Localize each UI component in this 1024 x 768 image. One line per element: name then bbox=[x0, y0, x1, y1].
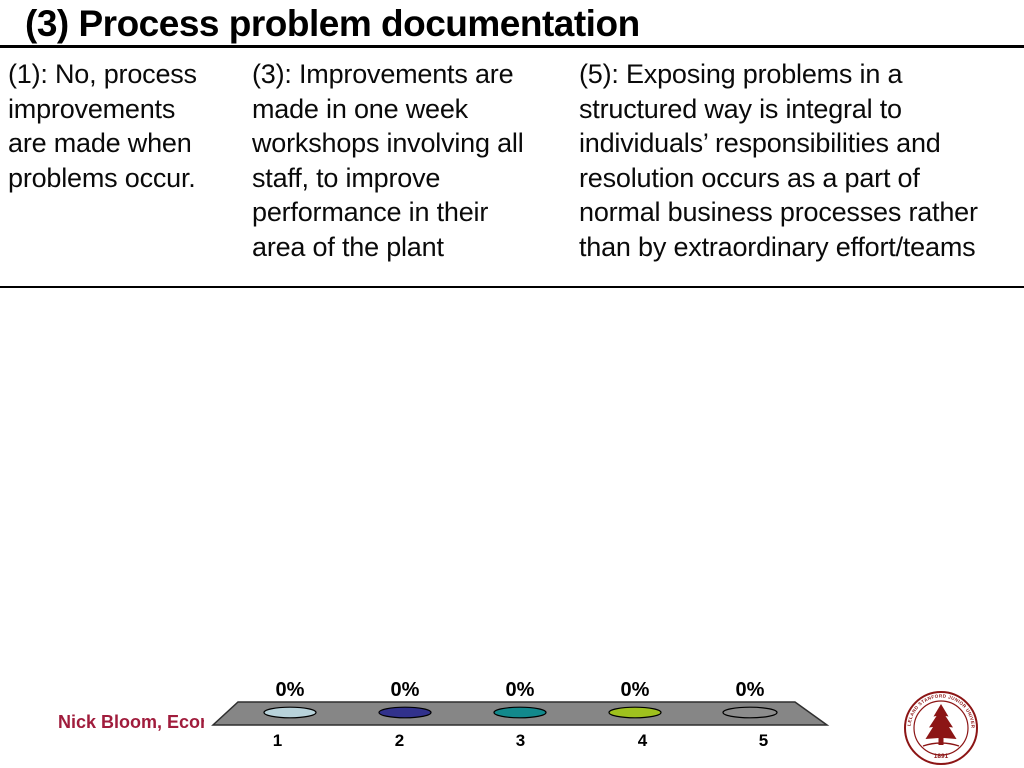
value-label-1: 0% bbox=[275, 679, 305, 701]
value-label-5: 0% bbox=[735, 679, 765, 701]
seal-year: 1891 bbox=[934, 753, 949, 760]
section-divider-line bbox=[0, 286, 1024, 288]
scale-description-5: (5): Exposing problems in a structured w… bbox=[579, 59, 978, 262]
value-label-4: 0% bbox=[620, 679, 650, 701]
seal-tree-icon bbox=[925, 704, 957, 745]
category-label-1: 1 bbox=[272, 731, 283, 750]
category-label-3: 3 bbox=[515, 731, 526, 750]
author-credit: Nick Bloom, Econ bbox=[58, 712, 204, 732]
value-label-2: 0% bbox=[390, 679, 420, 701]
scale-description-3: (3): Improvements are made in one week w… bbox=[252, 59, 524, 262]
bar-base-5 bbox=[722, 706, 778, 719]
scale-description-1: (1): No, process improvements are made w… bbox=[8, 59, 197, 193]
category-label-5: 5 bbox=[758, 731, 769, 750]
bar-base-4 bbox=[608, 706, 662, 719]
title-underline bbox=[0, 45, 1024, 48]
seal-ground-line bbox=[922, 742, 960, 747]
bar-base-1 bbox=[263, 706, 317, 719]
stanford-seal-logo: LELAND STANFORD JUNIOR UNIVERSITY 1891 bbox=[902, 689, 978, 765]
category-label-4: 4 bbox=[637, 731, 648, 750]
bar-base-2 bbox=[378, 706, 432, 719]
category-label-2: 2 bbox=[394, 731, 405, 750]
bar-base-3 bbox=[493, 706, 547, 719]
value-label-3: 0% bbox=[505, 679, 535, 701]
slide-title: (3) Process problem documentation bbox=[25, 3, 640, 44]
